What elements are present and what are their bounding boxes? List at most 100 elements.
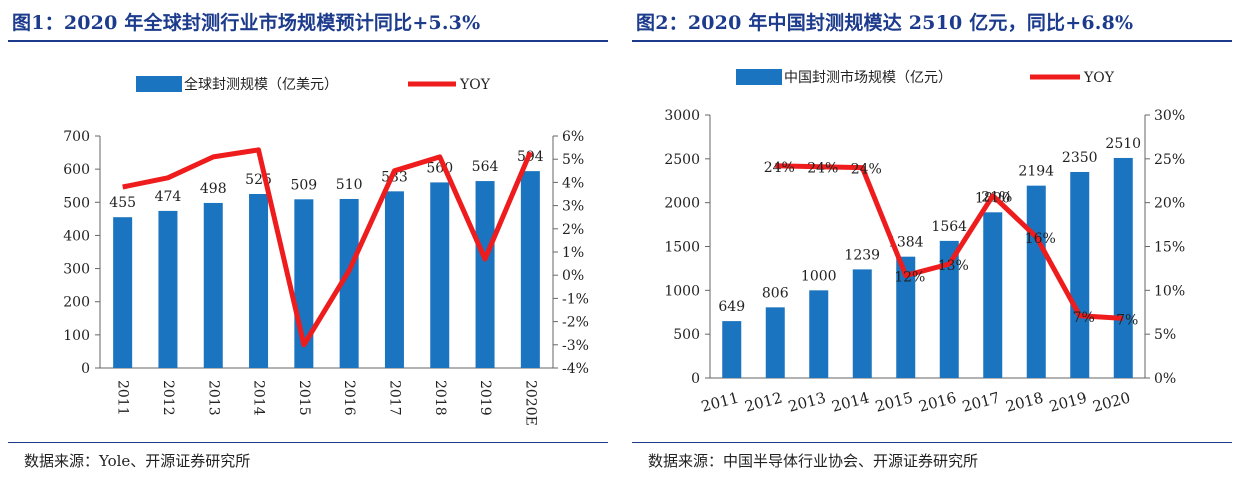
- bar: [1113, 157, 1133, 378]
- source-divider: [632, 442, 1232, 443]
- left-axis-tick-label: 1500: [664, 240, 700, 256]
- right-axis-tick-label: 0%: [1154, 371, 1176, 387]
- bar-value-label: 498: [200, 181, 227, 197]
- bar-value-label: 509: [290, 177, 317, 193]
- x-tick-label: 2014: [830, 388, 872, 415]
- x-tick-label: 2013: [205, 380, 221, 416]
- left-axis-tick-label: 2000: [664, 196, 700, 212]
- right-axis-tick-label: 4%: [562, 175, 584, 191]
- x-tick-label: 2016: [341, 380, 357, 416]
- yoy-value-label: 24%: [807, 161, 838, 177]
- right-axis-tick-label: 2%: [562, 222, 584, 238]
- left-axis-tick-label: 100: [63, 328, 90, 344]
- right-axis-tick-label: 6%: [562, 129, 584, 145]
- x-tick-label: 2020: [1091, 388, 1133, 415]
- x-tick-label: 2011: [115, 380, 131, 416]
- bar-value-label: 1564: [931, 219, 967, 235]
- x-tick-label: 2012: [160, 380, 176, 416]
- source-note: 数据来源：Yole、开源证券研究所: [24, 452, 251, 470]
- yoy-line: [775, 163, 1124, 321]
- right-axis-tick-label: 1%: [562, 245, 584, 261]
- bar: [1070, 171, 1090, 378]
- bar: [983, 212, 1003, 378]
- title-underline: [8, 40, 608, 42]
- right-axis-tick-label: 5%: [1154, 327, 1176, 343]
- chart-title: 图2：2020 年中国封测规模达 2510 亿元，同比+6.8%: [636, 12, 1134, 34]
- x-tick-label: 2020E: [522, 380, 538, 426]
- legend-line-label: YOY: [459, 77, 491, 93]
- chart-svg-china: 0 500 1000 1500 2000 2500 3000 0% 5% 10% 15% 20% 25%…: [664, 69, 1185, 416]
- left-axis-tick-label: 500: [673, 327, 700, 343]
- bar-value-label: 2194: [1018, 164, 1054, 180]
- chart-panel-china: 图2：2020 年中国封测规模达 2510 亿元，同比+6.8% 0 500 100…: [632, 0, 1244, 481]
- x-tick-label: 2018: [432, 380, 448, 416]
- x-tick-label: 2012: [743, 388, 785, 415]
- bar: [113, 217, 133, 368]
- x-tick-label: 2019: [477, 380, 493, 416]
- bar-value-label: 474: [155, 189, 182, 205]
- bar: [722, 321, 742, 378]
- bar: [1026, 185, 1046, 378]
- bar-value-label: 649: [718, 299, 745, 315]
- bar: [384, 191, 404, 368]
- legend-bar-swatch: [136, 76, 182, 92]
- legend-bar-label: 全球封测规模（亿美元）: [184, 76, 338, 93]
- bar-value-label: 806: [762, 285, 789, 301]
- left-axis-tick-label: 0: [691, 371, 700, 387]
- bar: [809, 290, 829, 378]
- yoy-value-label: 16%: [1025, 231, 1056, 247]
- left-axis-tick-label: 300: [63, 262, 90, 278]
- x-tick-label: 2016: [917, 388, 959, 415]
- right-axis-tick-label: -4%: [562, 361, 589, 377]
- left-axis-tick-label: 0: [81, 361, 90, 377]
- yoy-line: [122, 147, 533, 348]
- bar: [339, 198, 359, 368]
- chart-svg-global: 0 100 200 300 400 500 600 700 -4% -3% -2% -1% 0% 1% 2%…: [63, 76, 589, 426]
- right-axis-tick-label: -3%: [562, 338, 589, 354]
- right-axis-tick-label: -1%: [562, 291, 589, 307]
- chart-panel-global: 图1：2020 年全球封测行业市场规模预计同比+5.3% 0 100 200 300 4…: [8, 0, 620, 481]
- right-axis-tick-label: 30%: [1154, 108, 1185, 124]
- left-axis-tick-label: 3000: [664, 108, 700, 124]
- bar-value-label: 2350: [1062, 150, 1098, 166]
- bar: [896, 256, 916, 378]
- x-tick-label: 2018: [1004, 388, 1046, 415]
- bar: [939, 240, 959, 378]
- yoy-value-label: 24%: [851, 162, 882, 178]
- left-axis-tick-label: 1000: [664, 283, 700, 299]
- right-axis-tick-label: 25%: [1154, 152, 1185, 168]
- right-axis-tick-label: 3%: [562, 199, 584, 215]
- left-axis-tick-label: 200: [63, 295, 90, 311]
- right-axis-tick-label: 15%: [1154, 240, 1185, 256]
- x-tick-label: 2017: [960, 388, 1002, 415]
- chart-title: 图1：2020 年全球封测行业市场规模预计同比+5.3%: [12, 12, 481, 34]
- source-note: 数据来源：中国半导体行业协会、开源证券研究所: [648, 452, 979, 470]
- x-tick-label: 2017: [386, 380, 402, 416]
- right-axis-tick-label: -2%: [562, 315, 589, 331]
- left-axis-tick-label: 400: [63, 228, 90, 244]
- left-axis-tick-label: 700: [63, 129, 90, 145]
- bar-value-label: 455: [109, 195, 136, 211]
- bar: [520, 171, 540, 368]
- left-axis-tick-label: 2500: [664, 152, 700, 168]
- yoy-value-label: 7%: [1073, 310, 1095, 326]
- x-tick-label: 2013: [786, 388, 828, 415]
- bar: [852, 269, 872, 378]
- yoy-value-label: 21%: [981, 190, 1012, 206]
- right-axis-tick-label: 10%: [1154, 283, 1185, 299]
- bar-value-label: 510: [336, 177, 363, 193]
- source-divider: [8, 442, 608, 443]
- x-tick-label: 2014: [251, 380, 267, 416]
- yoy-value-label: 12%: [894, 269, 925, 285]
- bar: [475, 181, 495, 368]
- legend-bar-swatch: [736, 69, 782, 85]
- right-axis-tick-label: 5%: [562, 152, 584, 168]
- yoy-value-label: 24%: [764, 160, 795, 176]
- bar: [249, 194, 269, 368]
- bar: [430, 182, 450, 368]
- left-axis-tick-label: 500: [63, 195, 90, 211]
- x-tick-label: 2015: [296, 380, 312, 416]
- left-axis-tick-label: 600: [63, 162, 90, 178]
- bar-value-label: 2510: [1105, 136, 1141, 152]
- title-underline: [632, 40, 1232, 42]
